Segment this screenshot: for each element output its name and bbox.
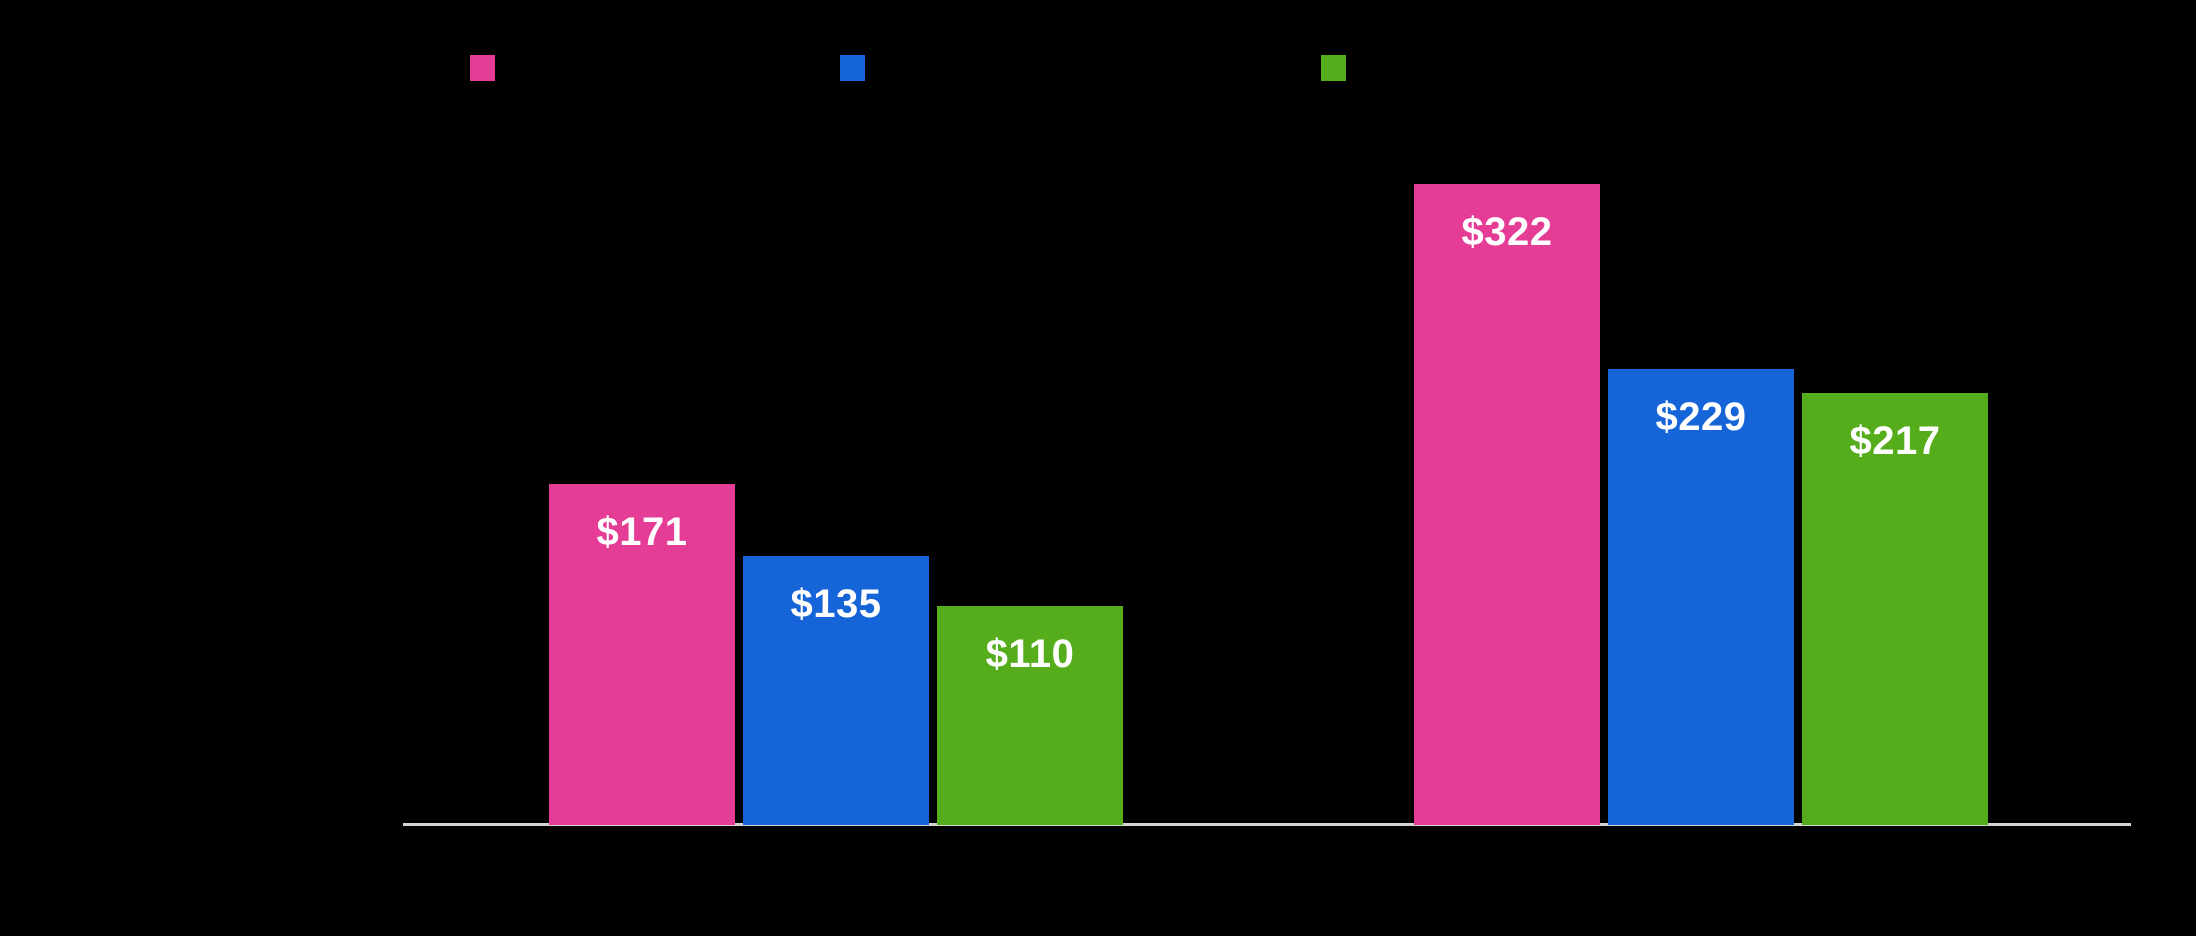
bar-series-3-group-1: $110 [937,606,1123,825]
bar-series-1-group-1: $171 [549,484,735,825]
bar-value-label: $135 [790,582,882,626]
x-axis-line [403,823,2131,826]
bar-value-label: $217 [1849,419,1941,463]
bar-value-label: $110 [985,632,1075,676]
bar-series-2-group-2: $229 [1608,369,1794,825]
bar-series-1-group-2: $322 [1414,184,1600,825]
bar-value-label: $171 [596,510,688,554]
bar-series-3-group-2: $217 [1802,393,1988,825]
legend-swatch-series-2 [840,55,865,81]
bar-value-label: $322 [1461,210,1553,254]
legend-swatch-series-1 [470,55,495,81]
bar-value-label: $229 [1655,395,1747,439]
legend-swatch-series-3 [1321,55,1346,81]
bar-series-2-group-1: $135 [743,556,929,825]
